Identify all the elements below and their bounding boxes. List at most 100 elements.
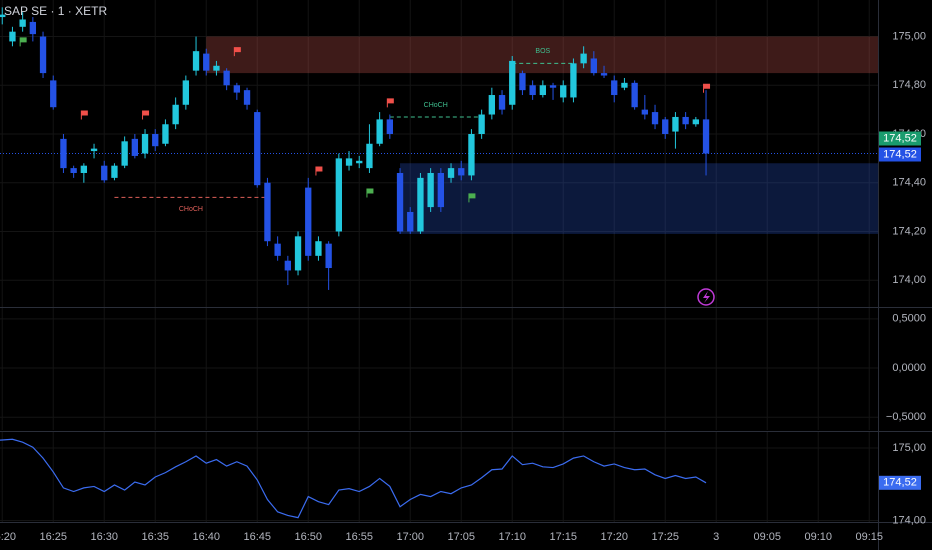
candle-body <box>294 236 302 271</box>
y-tick-label: 0,0000 <box>892 362 926 374</box>
candle-body <box>152 134 159 147</box>
x-tick-label: 17:00 <box>396 531 424 543</box>
candle-body <box>682 116 689 125</box>
candle-body <box>9 31 16 42</box>
price-tag-green <box>879 131 921 146</box>
candle-body <box>50 80 57 108</box>
candle-body <box>498 95 506 110</box>
candle-body <box>570 63 577 98</box>
buy-flag <box>19 37 27 47</box>
candle-body <box>590 58 597 74</box>
x-tick-label: 09:15 <box>855 531 883 543</box>
price-tag-green-label: 174,52 <box>883 132 917 144</box>
candle-body <box>366 143 373 169</box>
sell-flag <box>142 110 150 120</box>
x-tick-label: 16:30 <box>90 531 118 543</box>
buy-flag <box>366 188 374 198</box>
x-tick-label: 17:20 <box>600 531 628 543</box>
sell-flag <box>315 166 323 176</box>
candle-body <box>376 119 383 144</box>
candle-body <box>651 112 659 125</box>
axes: 174,00174,20174,40174,60174,80175,00−0,5… <box>0 30 926 542</box>
candle-body <box>345 158 353 166</box>
alert-icon[interactable] <box>697 288 715 306</box>
y-tick-label: 174,80 <box>892 79 926 91</box>
candle-body <box>335 158 342 232</box>
candle-body <box>611 80 618 96</box>
candle-body <box>90 148 98 152</box>
candle-body <box>141 134 149 154</box>
candle-body <box>427 172 434 208</box>
candle-body <box>509 60 516 105</box>
candle-body <box>80 165 88 173</box>
candle-body <box>29 21 37 35</box>
sell-flag <box>386 98 394 108</box>
candle-body <box>254 112 261 186</box>
candle-body <box>621 82 628 88</box>
x-tick-label: 16:40 <box>192 531 220 543</box>
candle-body <box>478 114 485 135</box>
x-tick-label: 16:25 <box>39 531 67 543</box>
x-tick-label: 17:05 <box>447 531 475 543</box>
y-tick-label: 175,00 <box>892 442 926 454</box>
candle-body <box>315 241 322 256</box>
candle-body <box>488 95 495 115</box>
candle-body <box>356 160 363 164</box>
x-tick-label: 17:25 <box>651 531 679 543</box>
y-tick-label: 174,20 <box>892 225 926 237</box>
candle-body <box>458 168 465 176</box>
candle-body <box>284 260 292 271</box>
main-pane: CHoCH CHoCH BOS <box>0 0 878 307</box>
candle-body <box>386 119 393 135</box>
candle-body <box>396 172 404 232</box>
x-tick-label: 16:55 <box>345 531 373 543</box>
structure-label: CHoCH <box>179 206 203 213</box>
candle-body <box>447 168 455 178</box>
symbol-title: SAP SE · 1 · XETR <box>4 4 107 18</box>
candle-body <box>560 85 567 98</box>
candle-body <box>274 243 281 256</box>
x-tick-label: 17:15 <box>549 531 577 543</box>
candle-body <box>233 85 241 93</box>
candle-body <box>407 211 414 232</box>
zone <box>400 163 878 234</box>
y-tick-label: 174,40 <box>892 177 926 189</box>
candle-body <box>243 90 251 105</box>
candle-body <box>631 82 638 108</box>
candle-body <box>101 165 108 181</box>
candle-body <box>325 243 332 269</box>
y-tick-label: 0,5000 <box>892 313 926 325</box>
candle-body <box>549 85 557 88</box>
candle-body <box>692 119 699 125</box>
candle-body <box>702 119 710 154</box>
candle-body <box>111 165 118 178</box>
alert-bolt <box>703 291 710 303</box>
candle-body <box>417 177 424 232</box>
candle-body <box>305 187 312 256</box>
candle-body <box>70 168 77 173</box>
candle-body <box>131 138 139 156</box>
structure-label: CHoCH <box>424 102 448 109</box>
candle-body <box>19 19 26 27</box>
y-tick-label: −0,5000 <box>886 411 926 423</box>
x-tick-label: 09:10 <box>804 531 832 543</box>
candle-body <box>437 172 444 208</box>
y-tick-label: 174,00 <box>892 514 926 526</box>
candle-body <box>468 134 475 176</box>
candle-body <box>641 109 648 115</box>
candle-body <box>0 14 6 18</box>
price-tag-label: 174,52 <box>883 477 917 489</box>
sell-flag <box>703 83 711 93</box>
x-tick-label: 16:50 <box>294 531 322 543</box>
zone <box>206 36 878 74</box>
x-tick-label: 16:45 <box>243 531 271 543</box>
candle-body <box>203 53 210 71</box>
candle-body <box>121 141 128 166</box>
x-tick-label: 09:05 <box>753 531 781 543</box>
x-tick-label: 16:20 <box>0 531 16 543</box>
candle-body <box>600 73 608 76</box>
x-tick-label: 3 <box>713 531 719 543</box>
candle-body <box>60 138 67 169</box>
